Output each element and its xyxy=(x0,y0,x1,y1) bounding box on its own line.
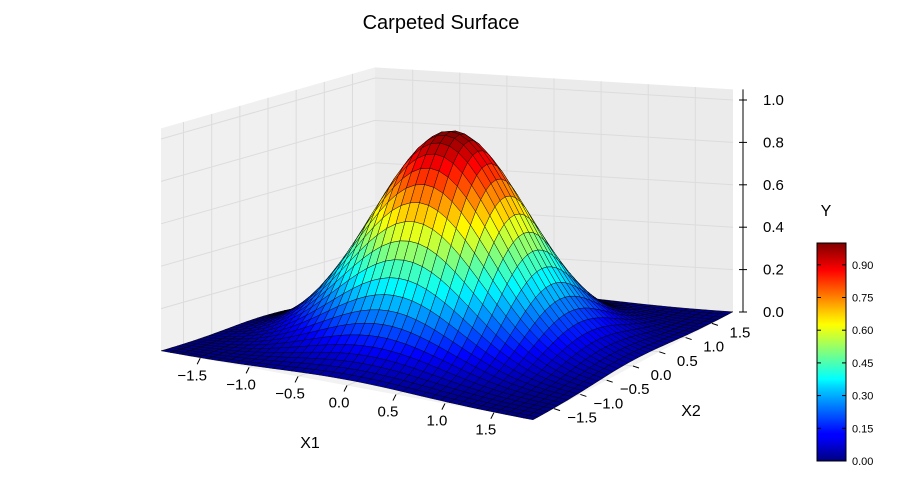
x2-tick xyxy=(580,393,587,397)
z-tick-label: 0.2 xyxy=(763,262,784,279)
x1-tick-label: 0.5 xyxy=(378,404,399,421)
colorbar-ticks: 0.00 0.15 0.30 0.45 0.60 0.75 0.90 xyxy=(817,260,873,468)
z-tick-label: 0.6 xyxy=(763,177,784,194)
colorbar-label: Y xyxy=(821,203,832,220)
grid-line xyxy=(160,119,734,182)
grid-line xyxy=(160,204,734,267)
x2-tick-label: −1.5 xyxy=(567,410,597,427)
z-tick-label: 0.0 xyxy=(763,304,784,321)
colorbar-tick-label: 0.45 xyxy=(852,358,873,370)
x1-tick xyxy=(245,367,250,374)
x2-tick-label: 0.0 xyxy=(651,367,672,384)
x2-axis-label: X2 xyxy=(681,403,701,420)
x1-tick-label: −1.5 xyxy=(177,367,207,384)
x2-tick-label: −1.0 xyxy=(594,395,624,412)
surface-mesh xyxy=(160,130,734,421)
z-tick-label: 0.4 xyxy=(763,219,784,236)
x2-tick-label: 1.0 xyxy=(703,339,724,356)
x1-tick xyxy=(196,358,201,365)
x1-tick xyxy=(441,403,446,410)
x1-tick-label: 1.0 xyxy=(426,413,447,430)
colorbar-tick-label: 0.00 xyxy=(852,456,873,468)
x2-tick-label: 0.5 xyxy=(677,353,698,370)
z-tick-label: 0.8 xyxy=(763,134,784,151)
chart-title: Carpeted Surface xyxy=(363,12,520,34)
x2-tick xyxy=(685,337,692,341)
x2-tick xyxy=(606,379,613,383)
x1-tick xyxy=(392,394,397,401)
x2-tick xyxy=(632,365,640,369)
colorbar-tick-label: 0.75 xyxy=(852,293,873,305)
x1-tick-label: −1.0 xyxy=(226,376,256,393)
x1-tick-label: 0.0 xyxy=(329,395,350,412)
grid-line xyxy=(160,77,734,140)
surface-patch xyxy=(522,415,539,421)
colorbar-tick-label: 0.60 xyxy=(852,325,873,337)
colorbar-tick-label: 0.90 xyxy=(852,260,873,272)
x2-tick-label: 1.5 xyxy=(730,324,751,341)
x1-tick xyxy=(294,376,299,383)
x2-tick xyxy=(659,351,666,355)
z-tick-label: 1.0 xyxy=(763,92,784,109)
x2-tick xyxy=(553,408,561,412)
x1-tick xyxy=(343,385,348,392)
x2-tick-label: −0.5 xyxy=(620,381,650,398)
x1-axis-label: X1 xyxy=(300,435,320,452)
colorbar xyxy=(816,242,847,462)
x1-tick-label: −0.5 xyxy=(275,385,305,402)
x2-tick xyxy=(711,322,719,326)
colorbar-tick-label: 0.15 xyxy=(852,423,873,435)
colorbar-tick-label: 0.30 xyxy=(852,391,873,403)
x1-tick xyxy=(490,412,495,419)
axis-ticks: −1.5−1.0−0.50.00.51.01.5−1.5−1.0−0.50.00… xyxy=(177,89,784,439)
x1-tick-label: 1.5 xyxy=(475,422,496,439)
grid-line xyxy=(160,162,734,225)
